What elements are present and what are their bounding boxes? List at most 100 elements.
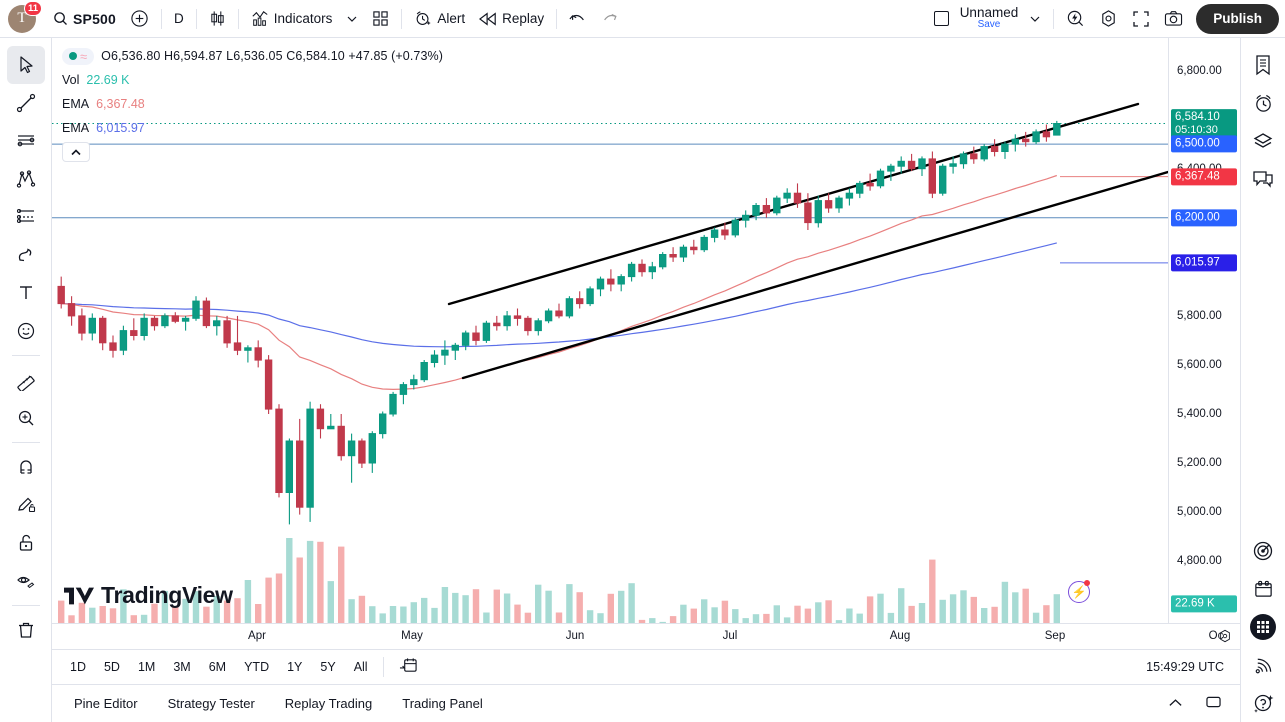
publish-button[interactable]: Publish: [1196, 3, 1279, 34]
gear-icon: [1220, 629, 1230, 643]
time-tick: Oc: [1208, 630, 1224, 642]
timeframe-6m[interactable]: 6M: [208, 660, 227, 674]
timeframe-1d[interactable]: 1D: [70, 660, 86, 674]
layout-dropdown[interactable]: [1022, 5, 1048, 33]
divider: [161, 8, 163, 29]
legend-ema1-row[interactable]: EMA 6,367.48: [62, 92, 443, 116]
cursor-tool[interactable]: [6, 46, 45, 84]
ideas-button[interactable]: [1246, 532, 1280, 570]
price-line-tag-6200[interactable]: 6,200.00: [1171, 209, 1237, 227]
time-tick: May: [401, 630, 423, 642]
calendar-button[interactable]: [1246, 570, 1280, 608]
replay-label: Replay: [502, 11, 545, 26]
fib-retracement-tool[interactable]: [7, 198, 45, 236]
go-to-date-button[interactable]: [391, 654, 426, 681]
ema-tag-6367[interactable]: 6,367.48: [1171, 168, 1237, 186]
alerts-button[interactable]: [1246, 84, 1280, 122]
legend-ohlc-row: ≈ O6,536.80 H6,594.87 L6,536.05 C6,584.1…: [62, 44, 443, 68]
timeframe-1y[interactable]: 1Y: [287, 660, 303, 674]
panel-tab-strategy-tester[interactable]: Strategy Tester: [167, 696, 255, 711]
timeframe-5y[interactable]: 5Y: [320, 660, 336, 674]
symbol-search-button[interactable]: SP500: [46, 5, 123, 33]
source-pill[interactable]: ≈: [62, 47, 95, 65]
timeframe-1m[interactable]: 1M: [137, 660, 156, 674]
chevron-down-icon: [1029, 13, 1041, 25]
lock-drawings-tool[interactable]: [7, 524, 45, 562]
time-tick: Jul: [722, 630, 738, 642]
alert-button[interactable]: Alert: [407, 5, 472, 33]
quick-search-button[interactable]: [1059, 5, 1092, 33]
price-tick: 4,800.00: [1177, 555, 1222, 568]
zoom-in-tool[interactable]: [7, 399, 45, 437]
measure-tool[interactable]: [7, 361, 45, 399]
fullscreen-icon: [1132, 10, 1150, 28]
horizontal-lines-tool[interactable]: [7, 122, 45, 160]
price-line-tag-6500[interactable]: 6,500.00: [1171, 135, 1237, 153]
drawing-mode-tool[interactable]: [7, 486, 45, 524]
price-tick: 5,800.00: [1177, 309, 1222, 322]
watchlist-button[interactable]: [1246, 46, 1280, 84]
replay-button[interactable]: Replay: [472, 5, 551, 33]
ideas-target-icon: [1253, 541, 1273, 561]
time-scale-settings-button[interactable]: [1218, 629, 1232, 646]
add-symbol-button[interactable]: [123, 5, 156, 33]
indicators-dropdown[interactable]: [339, 5, 365, 33]
panel-tab-trading-panel[interactable]: Trading Panel: [402, 696, 483, 711]
remove-drawings-tool[interactable]: [7, 611, 45, 649]
legend-volume-row[interactable]: Vol 22.69 K: [62, 68, 443, 92]
settings-button[interactable]: [1092, 5, 1125, 33]
panel-maximize-button[interactable]: [1197, 692, 1230, 715]
chart-svg: [52, 102, 1168, 623]
elliott-wave-tool[interactable]: [7, 160, 45, 198]
chart-type-button[interactable]: [202, 5, 233, 33]
emoji-tool[interactable]: [7, 312, 45, 350]
chat-button[interactable]: [1246, 160, 1280, 198]
chart-canvas[interactable]: ≈ O6,536.80 H6,594.87 L6,536.05 C6,584.1…: [52, 38, 1168, 623]
undo-button[interactable]: [562, 5, 594, 33]
indicators-button[interactable]: Indicators: [244, 5, 340, 33]
divider: [195, 8, 197, 29]
redo-button[interactable]: [594, 5, 626, 33]
app-body: ≈ O6,536.80 H6,594.87 L6,536.05 C6,584.1…: [0, 38, 1285, 722]
legend-collapse-button[interactable]: [62, 142, 90, 162]
data-window-button[interactable]: [1246, 122, 1280, 160]
panel-tab-replay-trading[interactable]: Replay Trading: [284, 696, 373, 711]
notification-badge: 11: [23, 0, 42, 16]
user-avatar[interactable]: T 11: [8, 0, 42, 33]
layout-box-button[interactable]: [927, 5, 956, 33]
layouts-button[interactable]: [365, 5, 396, 33]
price-tick: 5,600.00: [1177, 358, 1222, 371]
timeframe-3m[interactable]: 3M: [173, 660, 191, 674]
price-scale[interactable]: 6,800.006,600.006,400.006,200.005,800.00…: [1168, 38, 1240, 623]
chevron-down-icon: [346, 13, 358, 25]
timeframe-ytd[interactable]: YTD: [244, 660, 270, 674]
trend-line-tool[interactable]: [7, 84, 45, 122]
apps-button[interactable]: [1246, 608, 1280, 646]
help-button[interactable]: [1246, 684, 1280, 722]
legend-ema2-row[interactable]: EMA 6,015.97: [62, 116, 443, 140]
snapshot-button[interactable]: [1157, 5, 1190, 33]
lightning-event-icon[interactable]: ⚡: [1068, 580, 1090, 603]
data-window-icon: [1253, 133, 1273, 148]
layout-name-button[interactable]: Unnamed Save: [956, 5, 1023, 31]
time-scale[interactable]: Apr May Jun Jul Aug Sep Oc: [52, 623, 1240, 649]
fullscreen-button[interactable]: [1125, 5, 1157, 33]
magnet-tool[interactable]: [7, 448, 45, 486]
broadcast-button[interactable]: [1246, 646, 1280, 684]
timeframe-5d[interactable]: 5D: [103, 660, 120, 674]
brush-tool[interactable]: [7, 236, 45, 274]
text-tool[interactable]: [7, 274, 45, 312]
panel-collapse-button[interactable]: [1160, 694, 1191, 714]
time-tick: Sep: [1044, 630, 1066, 642]
hide-drawings-tool[interactable]: [7, 562, 45, 600]
ema-tag-6015[interactable]: 6,015.97: [1171, 254, 1237, 272]
last-price-tag[interactable]: 6,584.10 05:10:30: [1171, 108, 1237, 139]
panel-tab-pine-editor[interactable]: Pine Editor: [74, 696, 138, 711]
interval-button[interactable]: D: [167, 5, 191, 33]
layout-save-link[interactable]: Save: [977, 19, 1001, 31]
time-tick: Apr: [248, 630, 266, 642]
timeframe-all[interactable]: All: [353, 660, 368, 674]
ema2-value: 6,015.97: [96, 121, 145, 135]
bottom-panel-tabs: Pine Editor Strategy Tester Replay Trading…: [52, 684, 1240, 722]
volume-tag[interactable]: 22.69 K: [1171, 595, 1237, 613]
